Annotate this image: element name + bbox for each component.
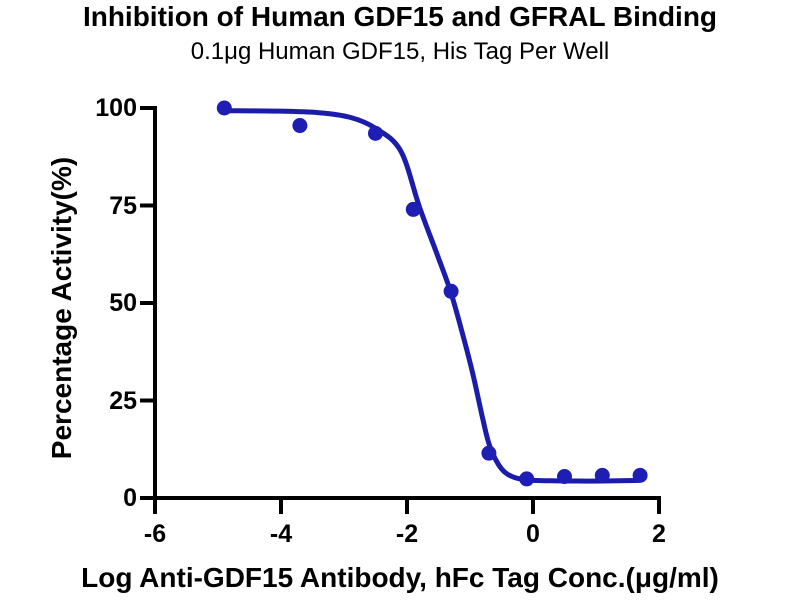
data-point bbox=[481, 445, 497, 461]
data-point bbox=[216, 100, 232, 116]
x-tick-label: 2 bbox=[652, 520, 666, 548]
data-point bbox=[632, 467, 648, 483]
chart-title: Inhibition of Human GDF15 and GFRAL Bind… bbox=[82, 1, 718, 32]
y-tick-label: 0 bbox=[123, 484, 137, 512]
x-tick-label: -2 bbox=[395, 520, 419, 548]
data-point bbox=[405, 201, 421, 217]
x-tick-label: -6 bbox=[143, 520, 167, 548]
y-tick-label: 100 bbox=[95, 94, 137, 122]
x-tick-label: -4 bbox=[269, 520, 293, 548]
x-tick-label: 0 bbox=[526, 520, 540, 548]
data-point bbox=[368, 125, 383, 141]
data-point bbox=[519, 471, 535, 487]
y-tick-label: 75 bbox=[109, 191, 137, 220]
x-axis-label: Log Anti-GDF15 Antibody, hFc Tag Conc.(μ… bbox=[81, 562, 719, 593]
chart-subtitle: 0.1μg Human GDF15, His Tag Per Well bbox=[190, 38, 610, 65]
data-point bbox=[443, 283, 459, 299]
data-point bbox=[594, 467, 610, 483]
data-point bbox=[292, 118, 308, 134]
fit-curve bbox=[219, 108, 642, 484]
y-tick-label: 50 bbox=[109, 289, 137, 317]
y-tick-label: 25 bbox=[109, 386, 137, 415]
data-point bbox=[557, 469, 572, 485]
